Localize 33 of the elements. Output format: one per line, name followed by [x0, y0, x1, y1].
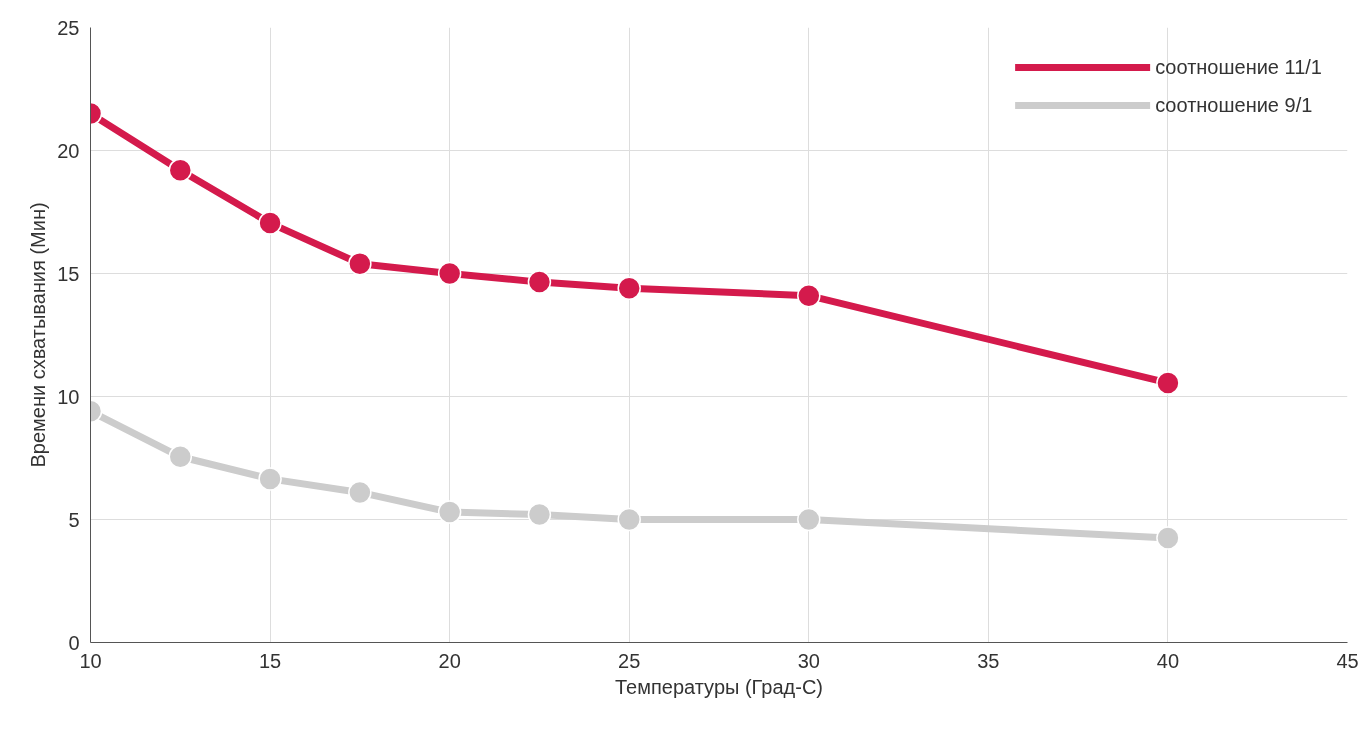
point	[437, 500, 462, 524]
point	[258, 211, 282, 235]
point	[617, 276, 641, 300]
x-tick-label: 25	[618, 649, 641, 672]
point	[527, 270, 552, 294]
y-tick-label: 10	[57, 385, 80, 408]
x-tick-label: 15	[258, 649, 282, 672]
point	[348, 480, 372, 505]
point	[258, 467, 282, 491]
y-tick-label: 15	[57, 262, 80, 285]
y-tick-label: 20	[57, 139, 80, 162]
x-tick-label: 30	[797, 649, 820, 672]
point	[1156, 526, 1180, 550]
y-tick-label: 25	[57, 16, 80, 39]
point	[797, 507, 821, 532]
x-tick-label: 20	[438, 649, 461, 672]
text: соотношение 11/1	[1155, 55, 1322, 79]
point	[168, 158, 193, 182]
x-tick-label: 35	[977, 649, 1000, 672]
x-tick-label: 40	[1156, 649, 1180, 672]
y-axis-title: Времени схватывания (Мин)	[27, 202, 50, 468]
point	[617, 507, 641, 532]
x-axis-title: Температуры (Град-С)	[615, 675, 824, 698]
point	[797, 283, 821, 308]
point	[527, 502, 552, 527]
point	[168, 445, 193, 469]
x-tick-label: 45	[1336, 649, 1359, 672]
text: соотношение 9/1	[1155, 93, 1313, 117]
point	[348, 251, 372, 276]
y-tick-label: 5	[68, 508, 80, 531]
y-tick-label: 0	[68, 631, 80, 654]
point	[437, 261, 462, 286]
point	[1156, 371, 1180, 395]
